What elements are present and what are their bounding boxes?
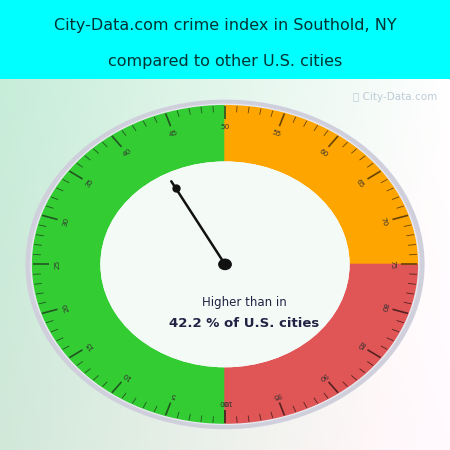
Text: 35: 35 xyxy=(85,178,95,189)
Circle shape xyxy=(101,162,349,367)
Text: 65: 65 xyxy=(355,178,365,189)
Text: 42.2 % of U.S. cities: 42.2 % of U.S. cities xyxy=(170,317,320,330)
Circle shape xyxy=(31,104,419,424)
Text: 60: 60 xyxy=(318,148,329,158)
Text: 100: 100 xyxy=(218,399,232,405)
Text: 40: 40 xyxy=(121,148,132,158)
Text: 10: 10 xyxy=(121,371,132,381)
Circle shape xyxy=(219,259,231,270)
Circle shape xyxy=(101,162,349,367)
Text: 90: 90 xyxy=(318,371,329,381)
Text: 25: 25 xyxy=(55,260,61,269)
Text: 75: 75 xyxy=(389,260,395,269)
Text: ⛲ City-Data.com: ⛲ City-Data.com xyxy=(353,92,437,102)
Text: 5: 5 xyxy=(170,392,176,399)
Text: 30: 30 xyxy=(62,216,70,227)
Wedge shape xyxy=(225,265,418,423)
Text: 55: 55 xyxy=(271,129,282,138)
Text: 20: 20 xyxy=(62,302,70,312)
Text: Higher than in: Higher than in xyxy=(202,296,287,309)
Text: 95: 95 xyxy=(271,391,282,400)
Circle shape xyxy=(26,100,424,428)
Text: 45: 45 xyxy=(168,129,179,138)
Text: 85: 85 xyxy=(355,340,365,351)
Wedge shape xyxy=(225,106,418,265)
Text: compared to other U.S. cities: compared to other U.S. cities xyxy=(108,54,342,69)
Text: 50: 50 xyxy=(220,123,230,130)
Text: 70: 70 xyxy=(380,216,388,227)
Text: 0: 0 xyxy=(223,399,227,405)
Text: 15: 15 xyxy=(85,340,95,351)
Wedge shape xyxy=(32,106,225,423)
Text: 80: 80 xyxy=(380,302,388,312)
Text: City-Data.com crime index in Southold, NY: City-Data.com crime index in Southold, N… xyxy=(54,18,396,33)
